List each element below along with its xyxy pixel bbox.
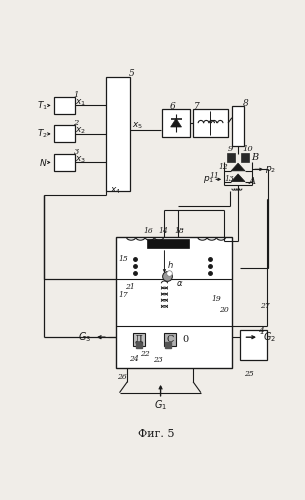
Bar	[106, 77, 130, 191]
Text: 27: 27	[260, 302, 269, 310]
Text: 10: 10	[242, 144, 253, 152]
Text: Д: Д	[135, 335, 143, 344]
Bar	[227, 153, 235, 162]
Text: $x_5$: $x_5$	[132, 121, 143, 132]
Bar	[116, 237, 232, 368]
Text: 7: 7	[194, 102, 200, 112]
Polygon shape	[231, 163, 245, 171]
Text: 8: 8	[243, 100, 249, 108]
Text: $x_4$: $x_4$	[110, 186, 121, 196]
Text: B: B	[252, 154, 259, 162]
Polygon shape	[231, 174, 245, 182]
Text: $G_2$: $G_2$	[263, 330, 276, 344]
Text: 13: 13	[224, 174, 234, 182]
Text: $p_2$: $p_2$	[265, 164, 276, 175]
Text: 11: 11	[210, 172, 220, 179]
Bar	[162, 110, 190, 137]
Polygon shape	[171, 118, 181, 127]
Text: 21: 21	[125, 283, 135, 291]
Text: Фиг. 5: Фиг. 5	[138, 429, 174, 439]
Bar	[147, 240, 189, 248]
Text: 6: 6	[169, 102, 175, 112]
Bar	[133, 332, 145, 346]
Text: $G_3$: $G_3$	[78, 330, 91, 344]
Text: 9: 9	[228, 144, 233, 152]
Text: 25: 25	[244, 370, 254, 378]
Text: $x_3$: $x_3$	[75, 154, 86, 164]
Text: 17: 17	[119, 291, 128, 299]
Bar	[241, 153, 249, 162]
Text: $x_1$: $x_1$	[75, 97, 86, 108]
Text: $T_2$: $T_2$	[37, 128, 48, 140]
Text: 26: 26	[117, 373, 127, 381]
Bar	[54, 154, 75, 171]
Text: 2: 2	[74, 119, 79, 127]
Bar	[54, 126, 75, 142]
Text: 12: 12	[218, 163, 228, 171]
Bar	[164, 332, 176, 346]
Bar	[54, 97, 75, 114]
Text: 4: 4	[258, 326, 264, 336]
Bar	[232, 106, 244, 146]
Text: 14: 14	[159, 227, 169, 235]
Text: 20: 20	[219, 306, 229, 314]
Bar	[193, 110, 228, 137]
Text: 1: 1	[74, 90, 79, 98]
Text: 5: 5	[129, 70, 135, 78]
Text: $\alpha$: $\alpha$	[176, 279, 184, 288]
Text: $N$: $N$	[38, 157, 47, 168]
Text: $G_1$: $G_1$	[154, 398, 167, 412]
Text: 16: 16	[143, 227, 153, 235]
Text: 3: 3	[74, 148, 79, 156]
Text: $T_1$: $T_1$	[37, 99, 48, 112]
Text: 23: 23	[153, 356, 163, 364]
Text: 15: 15	[119, 254, 128, 262]
Text: $h$: $h$	[167, 258, 173, 270]
Text: 24: 24	[129, 355, 138, 363]
Text: 0: 0	[182, 335, 188, 344]
Text: $p_1$: $p_1$	[203, 174, 214, 185]
Text: 22: 22	[140, 350, 150, 358]
Text: 18: 18	[174, 227, 184, 235]
Text: $x_2$: $x_2$	[75, 126, 86, 136]
Bar	[240, 330, 267, 360]
Text: С: С	[166, 335, 174, 344]
Text: 19: 19	[211, 294, 221, 302]
Text: A: A	[249, 177, 256, 186]
